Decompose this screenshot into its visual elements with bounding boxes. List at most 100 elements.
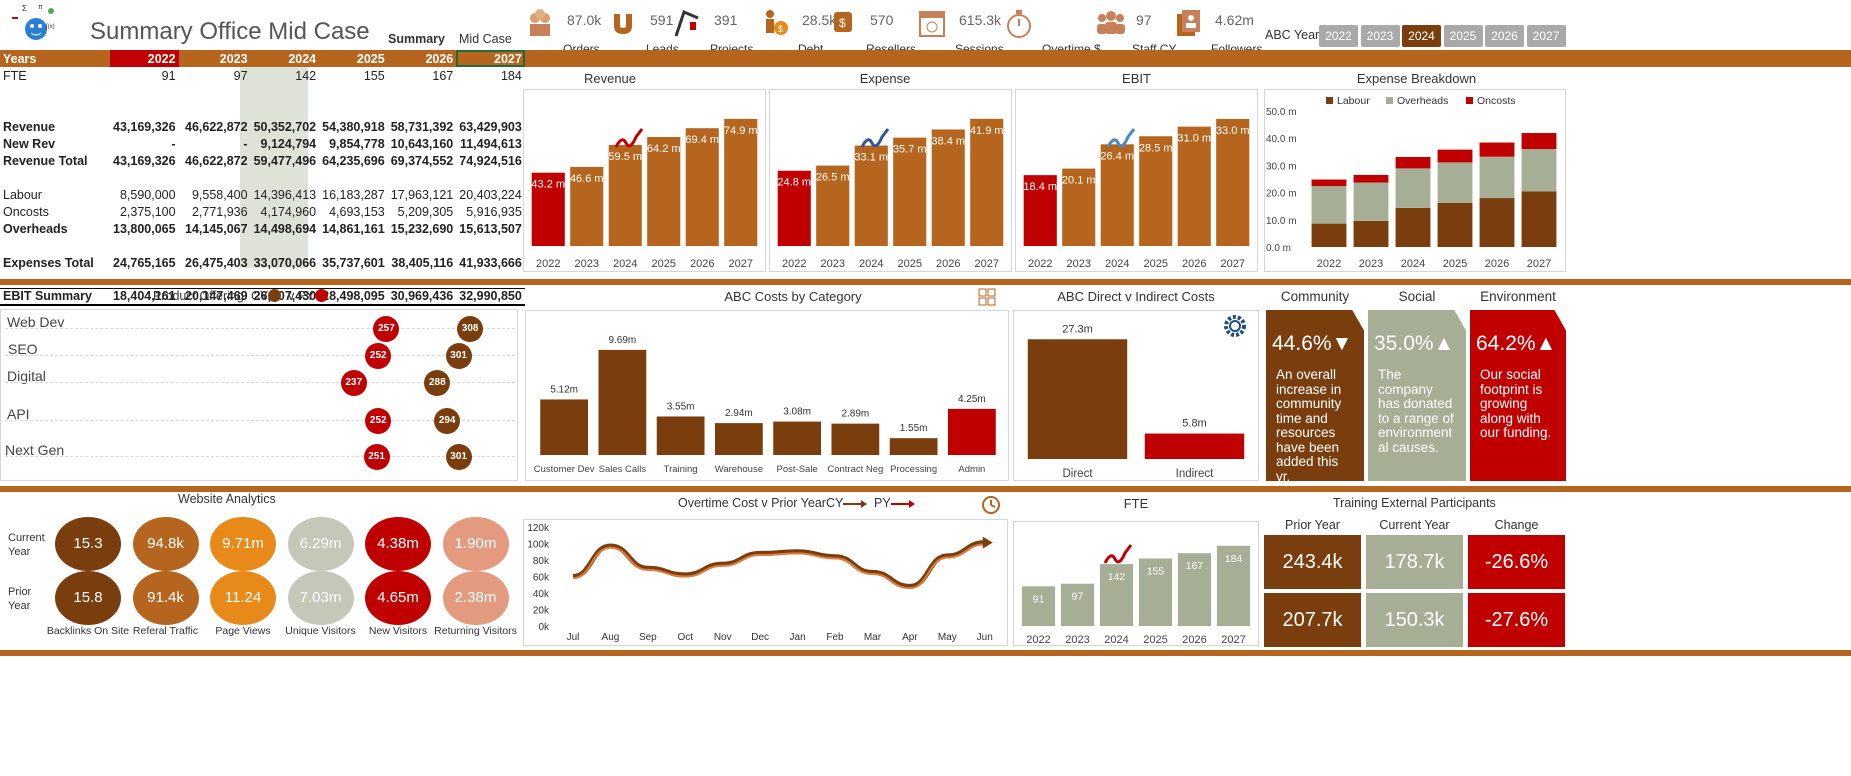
row-label <box>0 101 110 118</box>
table-cell <box>110 101 179 118</box>
table-cell <box>388 237 457 254</box>
bar-2026 <box>931 129 965 246</box>
metric-current: 1.90m <box>442 517 509 571</box>
abc-costs-title: ABC Costs by Category <box>724 289 862 304</box>
esg-card-social: 35.0%▲ The company has donated to a range… <box>1368 310 1466 481</box>
table-cell: 54,380,918 <box>322 119 385 134</box>
blocks-icon <box>978 288 996 311</box>
data-label: 2.94m <box>725 408 753 419</box>
training-cell: -27.6% <box>1468 593 1565 647</box>
training-title: Training External Participants <box>1333 496 1496 510</box>
metric-current: 94.8k <box>132 517 199 571</box>
expense-breakdown-title: Expense Breakdown <box>1356 71 1477 86</box>
bar-labour-2027 <box>1521 191 1557 247</box>
table-cell <box>388 84 457 101</box>
bubble-py: 252 <box>365 343 392 369</box>
category-label: 2023 <box>1067 258 1091 270</box>
product-label: Next Gen <box>5 442 65 458</box>
metric-label: Backlinks On Site <box>46 625 130 637</box>
data-label: 33.0 m <box>1216 125 1250 137</box>
bar-2025 <box>647 137 681 246</box>
category-label: 2026 <box>1182 258 1206 270</box>
svg-text:π: π <box>38 4 43 11</box>
category-label: 2025 <box>1144 258 1168 270</box>
data-label: 26.4 m <box>1100 150 1134 162</box>
data-label: 24.8 m <box>777 177 811 189</box>
row-label: Labour <box>3 187 42 202</box>
year-button-2027[interactable]: 2027 <box>1526 25 1566 47</box>
table-cell <box>110 84 179 101</box>
category-label: 2022 <box>1026 634 1050 646</box>
bar-labour-2025 <box>1437 202 1473 247</box>
table-cell: 4,174,960 <box>260 204 317 219</box>
fte-chart: 91 2022 97 2023 142 2024 155 2025 167 2026 184 2027 <box>1021 544 1251 646</box>
table-cell: 15,613,507 <box>459 221 522 236</box>
esg-value: 35.0%▲ <box>1374 332 1455 355</box>
x-tick-label: Aug <box>602 632 620 643</box>
category-label: 2025 <box>652 258 676 270</box>
category-label: Sales Calls <box>599 464 647 475</box>
year-button-2026[interactable]: 2026 <box>1485 25 1524 47</box>
category-label: Customer Dev <box>534 464 595 475</box>
category-label: 2023 <box>1359 258 1383 270</box>
category-label: 2022 <box>1317 258 1341 270</box>
kpi-value: 28.5k <box>802 12 837 28</box>
category-label: 2025 <box>898 258 922 270</box>
table-cell: 64,235,696 <box>322 153 385 168</box>
table-cell <box>388 101 457 118</box>
section-band-bottom <box>0 486 1851 492</box>
bar-2022 <box>531 172 565 246</box>
table-cell: 41,933,666 <box>459 255 522 270</box>
people-icon <box>1094 8 1128 45</box>
category-label: Processing <box>890 464 937 475</box>
product-label: API <box>7 406 30 422</box>
abc-costs-chart: 5.12m Customer Dev 9.69m Sales Calls 3.55m Tr… <box>534 335 996 475</box>
table-row: Expenses Total 24,765,165 26,475,403 33,070… <box>0 254 525 271</box>
ebit-chart-title: EBIT <box>1122 71 1151 86</box>
esg-text: The company has donated to a range of en… <box>1378 367 1454 455</box>
legend-label: Overheads <box>1397 95 1448 107</box>
category-label: 2022 <box>1028 258 1052 270</box>
year-button-2023[interactable]: 2023 <box>1360 25 1400 47</box>
y-tick-label: 40.0 m <box>1266 134 1297 145</box>
ebit-chart: 18.4 m 2022 20.1 m 2023 26.4 m 2024 28.5 m 2025… <box>1023 118 1250 270</box>
table-cell: 142 <box>295 68 317 83</box>
table-cell: 14,396,413 <box>253 187 317 202</box>
row-label: FTE <box>3 68 27 83</box>
year-button-2022[interactable]: 2022 <box>1319 25 1358 47</box>
table-cell: 17,963,121 <box>390 187 454 202</box>
row-label: Overheads <box>3 221 68 236</box>
x-tick-label: Mar <box>864 632 882 643</box>
table-cell <box>251 237 320 254</box>
year-button-2025[interactable]: 2025 <box>1443 25 1483 47</box>
esg-title: Community <box>1280 289 1350 304</box>
product-offering-legend-cy: CY <box>251 289 269 303</box>
data-label: 28.5 m <box>1139 142 1173 154</box>
metric-label: New Visitors <box>368 625 428 637</box>
overtime-chart: 0k 20k 40k 60k 80k 100k 120k Jul Aug Sep Oct Nov Dec… <box>527 523 992 643</box>
esg-title: Environment <box>1480 289 1556 304</box>
year-button-2024[interactable]: 2024 <box>1402 25 1441 47</box>
category-label: Contract Neg <box>827 464 883 475</box>
table-row <box>0 101 525 118</box>
summary-table: Years 2022 2023 2024 2025 2026 2027 FTE 91 97 142 1… <box>0 50 525 306</box>
bar-labour-2026 <box>1479 198 1515 247</box>
bar-2025 <box>1138 558 1173 626</box>
bar-oncosts-2027 <box>1521 133 1557 150</box>
table-cell: 5,916,935 <box>466 204 522 219</box>
metric-prior: 2.38m <box>442 571 509 625</box>
svg-text:∫(x): ∫(x) <box>45 23 55 30</box>
bubble-cy: 288 <box>424 370 451 396</box>
category-label: 2025 <box>1143 634 1167 646</box>
bar-2027 <box>1216 118 1250 246</box>
y-tick-label: 100k <box>527 540 550 551</box>
data-label: 38.4 m <box>931 135 965 147</box>
data-label: 33.1 m <box>854 152 888 164</box>
metric-label: Returning Visitors <box>434 625 517 637</box>
table-cell: 50,352,702 <box>253 119 317 134</box>
direct-indirect-title: ABC Direct v Indirect Costs <box>1057 289 1215 304</box>
category-label: 2026 <box>690 258 714 270</box>
header-year-2023: 2023 <box>219 51 248 66</box>
data-label: 1.55m <box>900 423 928 434</box>
legend-swatch <box>1326 97 1333 104</box>
